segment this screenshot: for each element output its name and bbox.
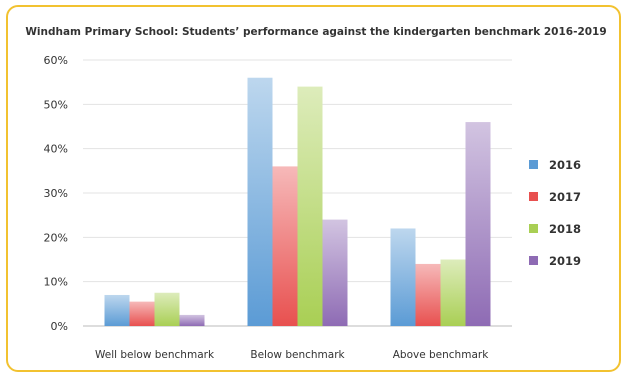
bar-2017-1 [272, 166, 298, 326]
bar-2017-0 [129, 301, 155, 326]
y-tick-label: 10% [44, 276, 68, 289]
legend-label: 2017 [549, 190, 581, 204]
y-tick-label: 40% [44, 143, 68, 156]
legend-swatch-2016 [529, 160, 538, 169]
bar-2016-1 [247, 77, 273, 326]
y-tick-label: 50% [44, 98, 68, 111]
x-category-label: Well below benchmark [95, 349, 215, 361]
y-tick-label: 20% [44, 231, 68, 244]
legend-label: 2016 [549, 158, 581, 172]
y-tick-label: 30% [44, 187, 68, 200]
bar-2016-0 [104, 294, 130, 326]
bar-2018-1 [297, 86, 323, 326]
y-axis-ticks: 0% 10% 20% 30% 40% 50% 60% [44, 54, 68, 333]
bar-2019-1 [322, 219, 348, 326]
bar-2017-2 [415, 263, 441, 326]
legend-swatch-2017 [529, 192, 538, 201]
legend-label: 2018 [549, 222, 581, 236]
y-tick-label: 60% [44, 54, 68, 67]
bar-2016-2 [390, 228, 416, 326]
bar-2019-2 [465, 122, 491, 326]
x-category-label: Above benchmark [393, 349, 489, 361]
chart-title: Windham Primary School: Students’ perfor… [25, 26, 606, 38]
bar-2018-0 [154, 292, 180, 326]
bar-2019-0 [179, 314, 205, 326]
x-category-label: Below benchmark [250, 349, 345, 361]
bars [104, 77, 491, 326]
legend: 2016 2017 2018 2019 [529, 158, 581, 268]
bar-2018-2 [440, 259, 466, 326]
y-tick-label: 0% [51, 320, 68, 333]
x-axis-categories: Well below benchmark Below benchmark Above… [95, 349, 489, 361]
legend-swatch-2019 [529, 256, 538, 265]
legend-label: 2019 [549, 254, 581, 268]
legend-swatch-2018 [529, 224, 538, 233]
